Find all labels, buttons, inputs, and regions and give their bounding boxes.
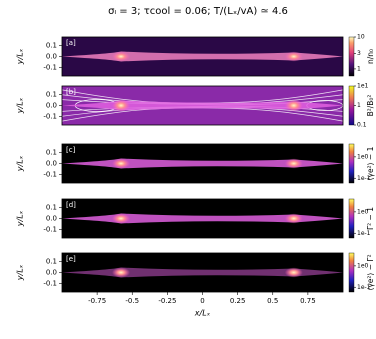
y-axis-label: y/Lₓ	[16, 155, 25, 172]
x-tick-label: 0.25	[230, 297, 246, 305]
colorbar	[348, 36, 355, 77]
colorbar-tick-label: 1e-1	[357, 230, 371, 237]
x-axis-label: x/Lₓ	[194, 309, 211, 318]
y-tick-label: 0.1	[46, 42, 57, 50]
colorbar-tick-label: 1e0	[357, 153, 369, 160]
panel-label: [c]	[66, 146, 76, 154]
colorbar	[348, 85, 355, 126]
x-tick-label: 0.5	[267, 297, 278, 305]
y-tick-label: 0.0	[46, 53, 57, 61]
x-tick-label: -0.75	[88, 297, 106, 305]
plasmoid	[112, 51, 131, 62]
y-tick-label: 0.0	[46, 102, 57, 110]
colorbar	[348, 252, 355, 293]
colorbar-tick-label: 1e-1	[357, 175, 371, 182]
x-tick-label: -0.5	[125, 297, 139, 305]
colorbar-tick-label: 1e0	[357, 208, 369, 215]
y-tick-label: 0.1	[46, 204, 57, 212]
colorbar-tick-label: 1	[357, 102, 361, 109]
plasmoid	[284, 158, 303, 169]
x-tick-label: 0.75	[300, 297, 316, 305]
plasmoid	[284, 213, 303, 224]
x-tick-label: 0	[200, 297, 204, 305]
plasmoid	[112, 213, 131, 224]
plasmoid	[112, 158, 131, 169]
colorbar-tick-label: 1e1	[357, 83, 369, 90]
colorbar-label: B²/B₀²	[366, 95, 375, 117]
current-sheet	[62, 213, 343, 224]
colorbar	[348, 198, 355, 239]
x-tick-label: -0.25	[158, 297, 176, 305]
y-tick-label: 0.0	[46, 160, 57, 168]
plasmoid	[112, 99, 131, 112]
current-sheet	[62, 158, 343, 169]
plasmoid	[112, 267, 131, 278]
plasmoid	[284, 51, 303, 62]
panel-label: [a]	[66, 39, 76, 47]
y-axis-label: y/Lₓ	[16, 264, 25, 281]
colorbar-tick-label: 10	[357, 34, 365, 41]
y-axis-label: y/Lₓ	[16, 48, 25, 65]
y-tick-label: -0.1	[43, 279, 57, 287]
colorbar-tick-label: 3	[357, 50, 361, 57]
panel-label: [e]	[66, 255, 76, 263]
current-sheet	[62, 267, 343, 278]
y-tick-label: -0.1	[43, 170, 57, 178]
y-tick-label: -0.1	[43, 225, 57, 233]
current-sheet	[62, 51, 343, 62]
figure-title: σₗ = 3; τcool = 0.06; T/(Lₓ/vA) ≃ 4.6	[108, 6, 288, 17]
y-axis-label: y/Lₓ	[16, 210, 25, 227]
current-sheet	[62, 100, 343, 111]
panel-label: [b]	[66, 88, 76, 96]
plasmoid	[284, 99, 303, 112]
colorbar-tick-label: 1e0	[357, 262, 369, 269]
y-tick-label: -0.1	[43, 63, 57, 71]
y-tick-label: 0.1	[46, 258, 57, 266]
colorbar	[348, 143, 355, 184]
y-tick-label: 0.1	[46, 149, 57, 157]
colorbar-tick-label: 1	[357, 65, 361, 72]
colorbar-tick-label: 1e-1	[357, 284, 371, 291]
y-tick-label: -0.1	[43, 112, 57, 120]
colorbar-label: Γ² − 1	[366, 207, 375, 230]
plasmoid	[284, 267, 303, 278]
y-tick-label: 0.0	[46, 215, 57, 223]
panel-label: [d]	[66, 201, 76, 209]
y-tick-label: 0.1	[46, 91, 57, 99]
colorbar-tick-label: 0.1	[357, 122, 367, 129]
colorbar-label: ⟨γe²⟩ − Γ²	[366, 254, 375, 290]
y-tick-label: 0.0	[46, 269, 57, 277]
y-axis-label: y/Lₓ	[16, 97, 25, 114]
colorbar-label: ⟨γe²⟩ − 1	[366, 146, 375, 180]
colorbar-label: n/n₀	[366, 49, 375, 64]
